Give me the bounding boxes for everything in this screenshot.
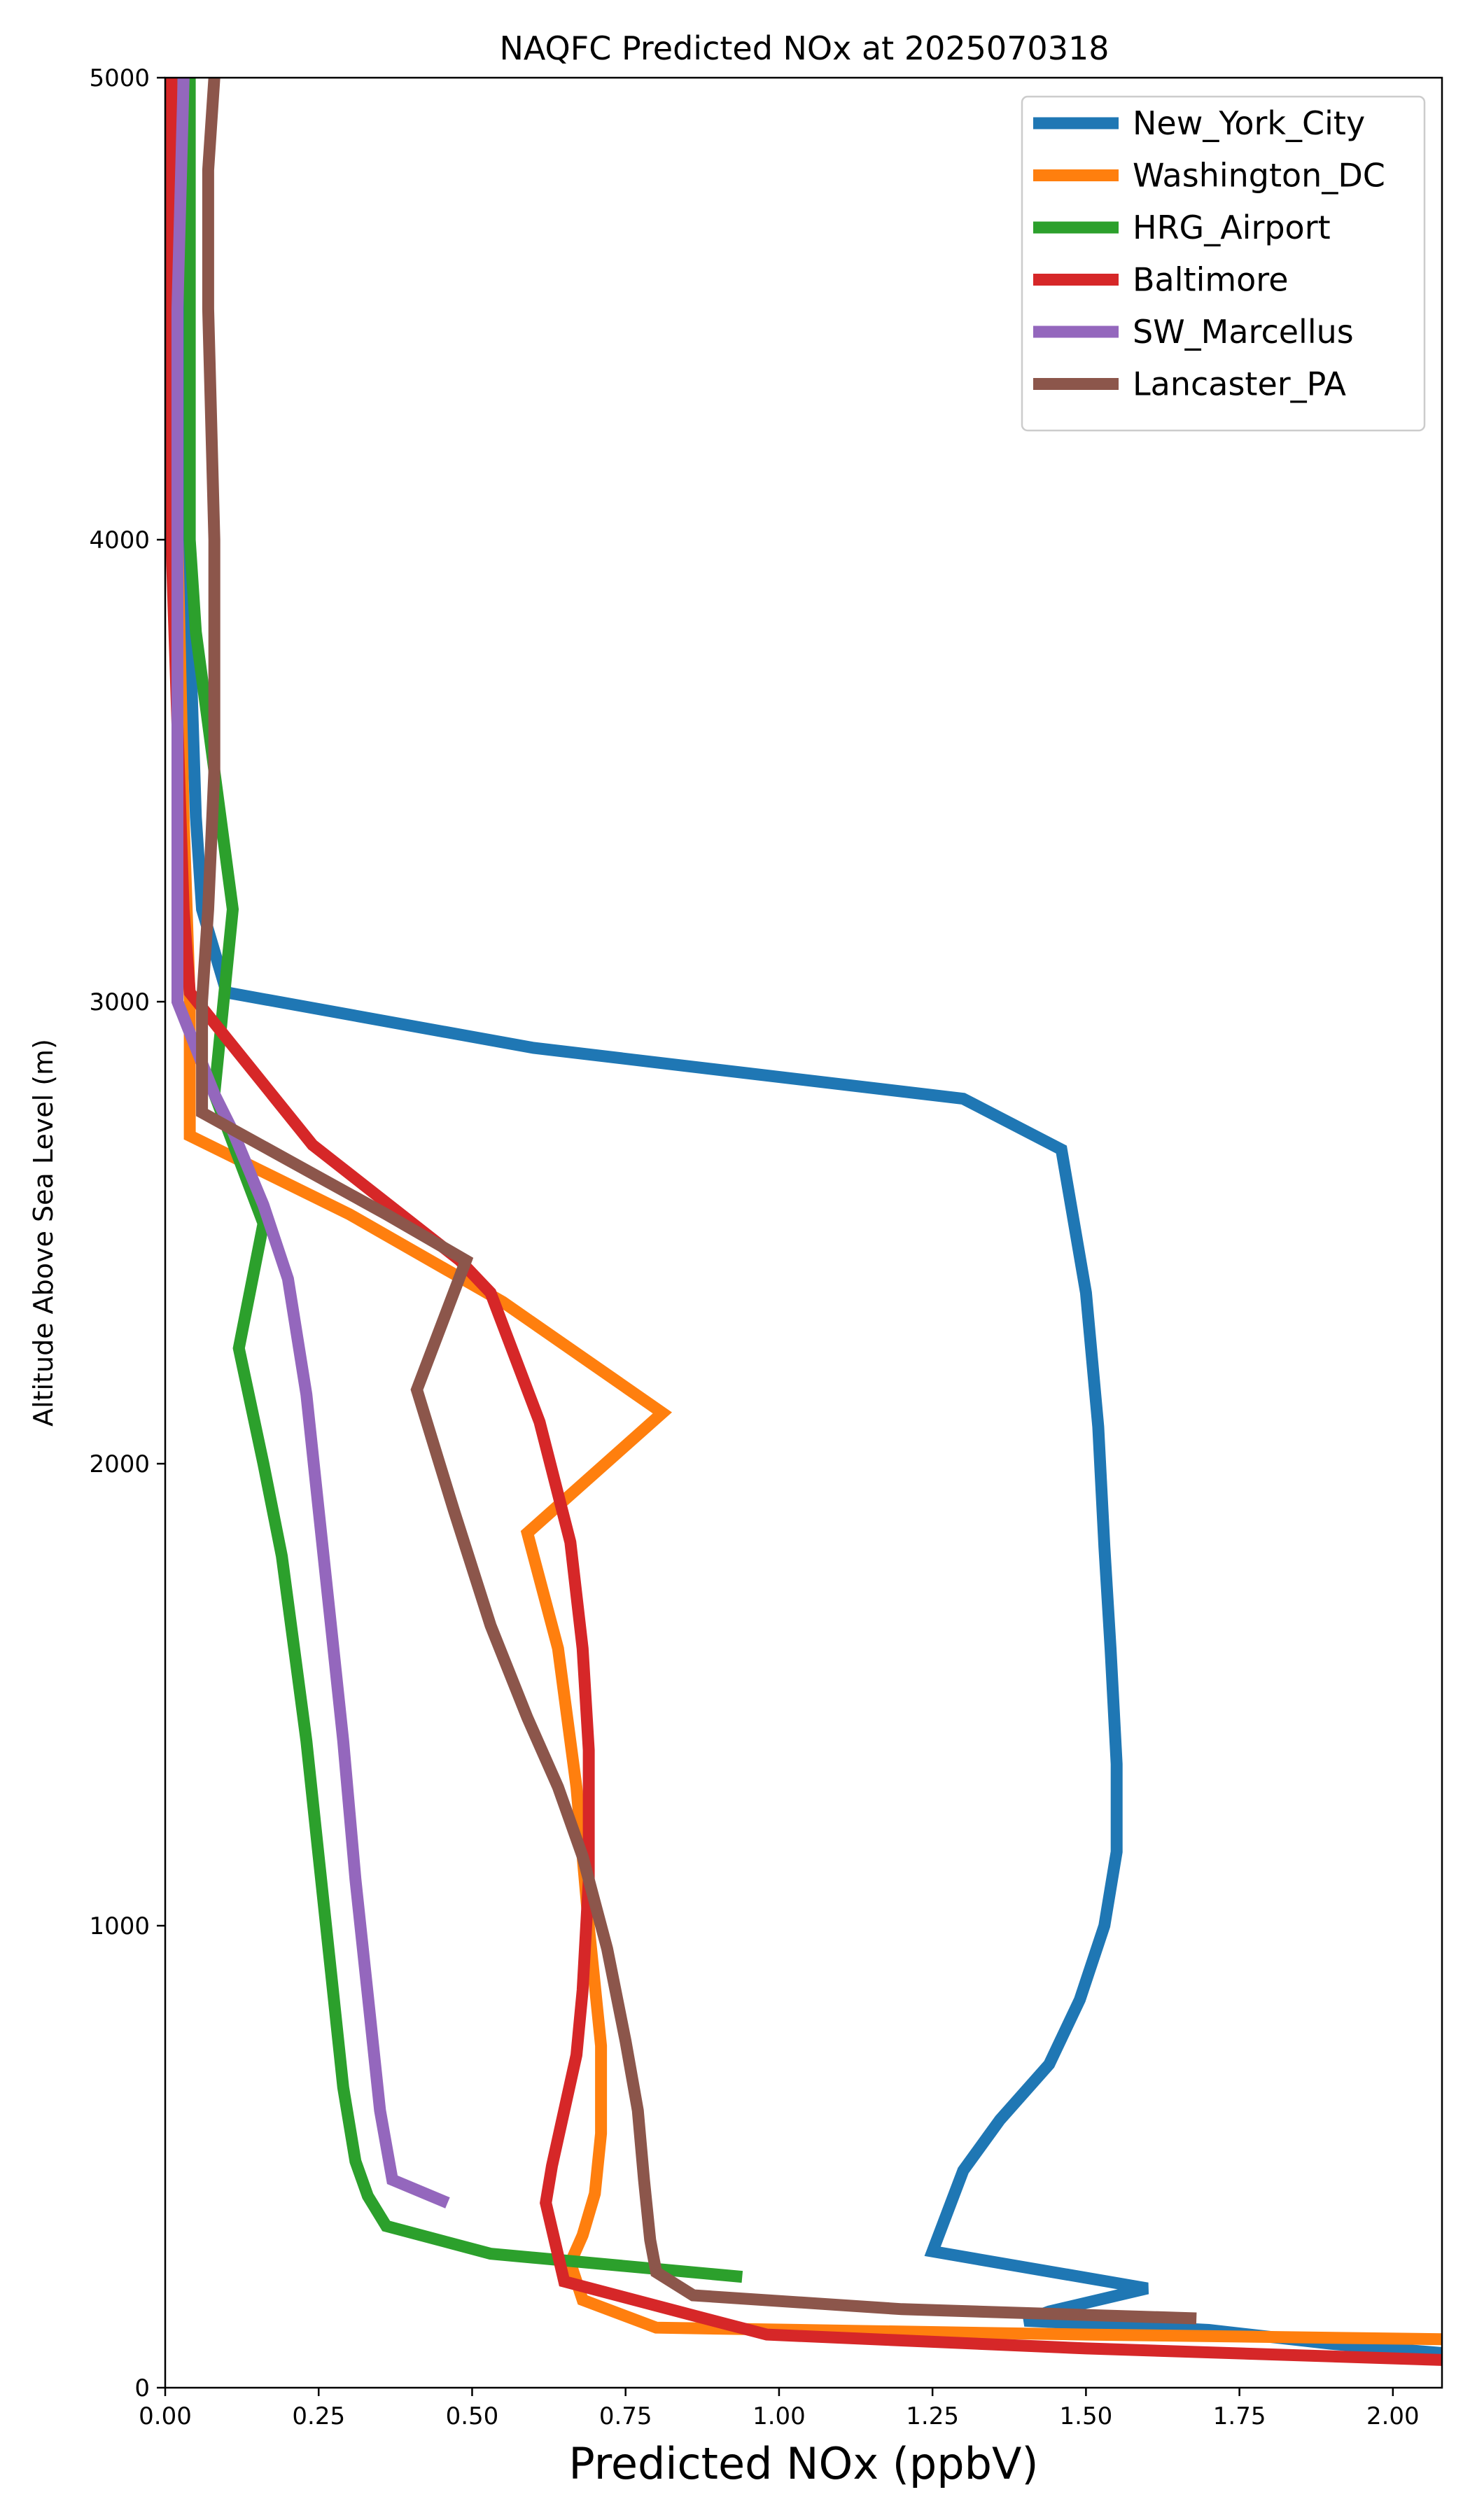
legend-label-SW_Marcellus: SW_Marcellus [1133,313,1354,351]
y-tick-label: 5000 [89,64,150,92]
y-tick-label: 1000 [89,1912,150,1940]
x-tick-label: 1.75 [1213,2402,1266,2430]
y-tick-label: 4000 [89,526,150,554]
y-axis: 0 1000 2000 3000 4000 5000 [89,64,165,2402]
x-axis: 0.00 0.25 0.50 0.75 1.00 1.25 1.50 1.75 2.00 [139,2388,1420,2430]
y-axis-label: Altitude Above Sea Level (m) [28,1039,59,1427]
legend: New_York_City Washington_DC HRG_Airport Bal… [1021,95,1426,432]
x-tick-label: 0.25 [292,2402,345,2430]
legend-label-New_York_City: New_York_City [1133,104,1365,142]
x-tick-label: 0.75 [599,2402,652,2430]
y-tick-label: 0 [134,2374,150,2402]
y-tick-label: 2000 [89,1450,150,1478]
x-axis-label: Predicted NOx (ppbV) [568,2438,1038,2489]
legend-label-Baltimore: Baltimore [1133,261,1289,299]
legend-label-Lancaster_PA: Lancaster_PA [1133,365,1346,403]
x-tick-label: 0.50 [446,2402,499,2430]
chart-title: NAQFC Predicted NOx at 2025070318 [499,29,1109,67]
legend-box [1021,95,1426,432]
series-line-HRG_Airport [183,78,743,2283]
x-tick-label: 2.00 [1366,2402,1420,2430]
x-tick-label: 0.00 [139,2402,192,2430]
series-line-New_York_City [172,78,1442,2359]
series-line-SW_Marcellus [172,78,450,2208]
legend-label-Washington_DC: Washington_DC [1133,157,1385,195]
plot-lines [165,78,1442,2366]
x-tick-label: 1.00 [752,2402,806,2430]
series-line-Lancaster_PA [196,78,1197,2325]
x-tick-label: 1.25 [906,2402,959,2430]
y-tick-label: 3000 [89,988,150,1016]
plot-frame [164,76,1443,2389]
x-tick-label: 1.50 [1060,2402,1113,2430]
legend-label-HRG_Airport: HRG_Airport [1133,209,1331,246]
